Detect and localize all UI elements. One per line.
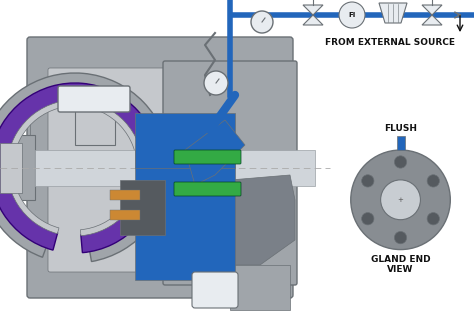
FancyBboxPatch shape: [174, 150, 241, 164]
Text: GLAND END
VIEW: GLAND END VIEW: [371, 254, 430, 274]
Bar: [135, 113, 235, 168]
FancyBboxPatch shape: [174, 182, 241, 196]
Circle shape: [394, 156, 407, 168]
Polygon shape: [230, 265, 290, 310]
FancyBboxPatch shape: [48, 68, 232, 272]
Polygon shape: [303, 15, 323, 25]
Bar: [110, 210, 140, 220]
Bar: [35, 150, 315, 186]
Bar: [0, 143, 22, 193]
Circle shape: [351, 150, 450, 249]
Polygon shape: [422, 5, 442, 15]
Text: FLUSH: FLUSH: [384, 124, 417, 133]
Text: FI: FI: [348, 12, 356, 18]
Bar: [120, 180, 165, 235]
Bar: [397, 136, 404, 150]
Bar: [135, 150, 235, 280]
Bar: [30, 95, 145, 175]
Polygon shape: [185, 120, 245, 185]
Circle shape: [339, 2, 365, 28]
Polygon shape: [422, 15, 442, 25]
Bar: [75, 105, 115, 145]
Circle shape: [362, 212, 374, 225]
Circle shape: [394, 231, 407, 244]
Circle shape: [204, 71, 228, 95]
Text: +: +: [398, 197, 403, 203]
Circle shape: [427, 175, 439, 187]
Text: FROM EXTERNAL SOURCE: FROM EXTERNAL SOURCE: [325, 38, 455, 47]
Polygon shape: [303, 5, 323, 15]
Wedge shape: [0, 83, 160, 253]
Circle shape: [251, 11, 273, 33]
Polygon shape: [230, 175, 295, 265]
Circle shape: [381, 180, 420, 220]
Wedge shape: [7, 100, 143, 236]
Bar: [110, 190, 140, 200]
Wedge shape: [0, 73, 170, 261]
Bar: [0, 135, 35, 200]
Circle shape: [427, 212, 439, 225]
FancyBboxPatch shape: [58, 86, 130, 112]
FancyBboxPatch shape: [192, 272, 238, 308]
FancyBboxPatch shape: [27, 37, 293, 298]
Polygon shape: [379, 3, 407, 23]
Circle shape: [362, 175, 374, 187]
FancyBboxPatch shape: [163, 61, 297, 285]
